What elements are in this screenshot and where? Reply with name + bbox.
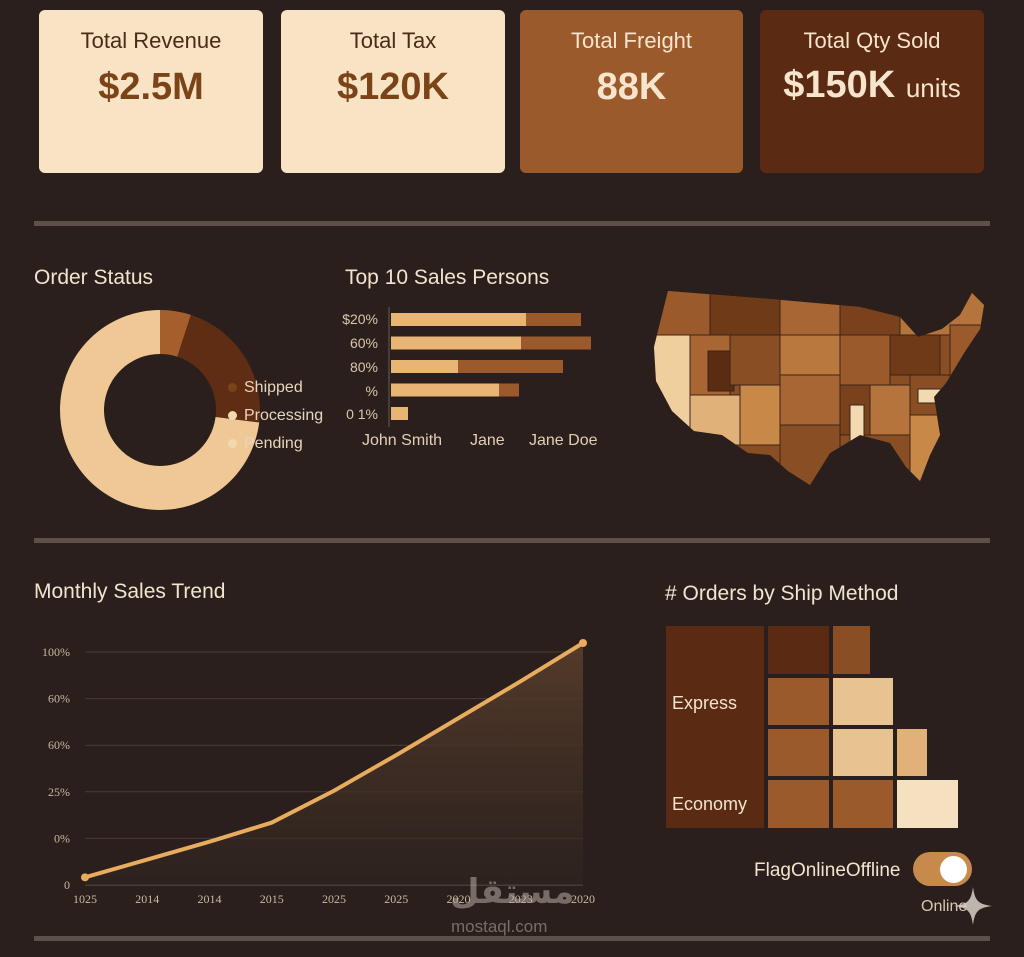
donut-slice-pending: [60, 310, 260, 510]
order-status-title: Order Status: [34, 266, 154, 289]
bar-segment: [391, 313, 526, 326]
watermark-latin: mostaql.com: [451, 917, 548, 936]
kpi-title: Total Revenue: [80, 28, 222, 53]
kpi-title: Total Freight: [570, 28, 693, 53]
donut-slice-shipped: [160, 310, 191, 357]
toggle-knob[interactable]: [940, 856, 967, 883]
treemap-label-express: Express: [672, 693, 738, 713]
trend-title: Monthly Sales Trend: [34, 580, 226, 603]
treemap-tile: [833, 780, 893, 828]
top-sales-bar-chart: [388, 307, 591, 427]
trend-point: [81, 873, 89, 882]
bar-segment: [391, 407, 408, 420]
section-divider: [34, 221, 990, 226]
kpi-card-total-revenue: Total Revenue $2.5M: [39, 10, 263, 173]
online-offline-toggle[interactable]: [913, 852, 972, 886]
watermark-arabic: مستقل: [450, 873, 575, 911]
x-tick-label: 2023: [509, 892, 533, 906]
y-tick-label: 0%: [54, 831, 70, 845]
treemap-tile: [768, 729, 829, 776]
bar-tick-label: $20%: [342, 311, 378, 327]
legend-item-processing: Processing: [228, 407, 323, 425]
x-tick-label: 2025: [384, 892, 408, 906]
treemap-tile-express: [666, 626, 764, 828]
y-tick-label: 0: [64, 878, 70, 892]
treemap-label-economy: Economy: [672, 794, 748, 814]
order-status-donut: [60, 310, 260, 510]
kpi-title: Total Tax: [349, 28, 437, 53]
trend-area: [85, 643, 583, 885]
treemap-tile: [833, 729, 893, 776]
kpi-value: $2.5M: [98, 66, 204, 108]
treemap-tile: [768, 626, 829, 674]
treemap-tile: [833, 626, 870, 674]
ship-method-title: # Orders by Ship Method: [665, 582, 899, 605]
x-tick-label: 2025: [322, 892, 346, 906]
flag-online-offline-label: FlagOnlineOffline: [754, 860, 901, 881]
treemap-tile: [768, 780, 829, 828]
treemap-tile: [897, 780, 958, 828]
donut-slice-processing: [177, 314, 260, 423]
sparkle-icon: [954, 887, 992, 925]
us-map: [654, 291, 984, 485]
bar-segment: [391, 360, 458, 373]
kpi-card-total-qty-sold: Total Qty Sold $150K units: [760, 10, 984, 173]
ship-method-treemap: [666, 626, 958, 828]
x-tick-label: 2020: [571, 892, 595, 906]
bar-x-label: John Smith: [362, 432, 443, 449]
kpi-card-total-tax: Total Tax $120K: [281, 10, 505, 173]
bar-x-label: Jane: [470, 432, 505, 449]
x-tick-label: 2020: [447, 892, 471, 906]
kpi-unit: units: [905, 73, 961, 103]
treemap-tile: [768, 678, 829, 725]
bar-segment: [391, 336, 521, 350]
section-divider: [34, 936, 990, 941]
y-tick-label: 60%: [48, 692, 70, 706]
bar-tick-label: %: [365, 383, 378, 399]
kpi-card-total-freight: Total Freight 88K: [520, 10, 743, 173]
y-tick-label: 100%: [42, 645, 70, 659]
legend-item-shipped: Shipped: [228, 379, 303, 397]
trend-line-chart: 100% 60% 60% 25% 0% 0 1025 2014 2014 2015 2025 202…: [42, 639, 595, 906]
trend-point: [579, 639, 587, 647]
kpi-value: $150K units: [783, 64, 961, 106]
bar-tick-label: 60%: [349, 335, 378, 351]
kpi-value: 88K: [596, 66, 667, 108]
trend-line: [84, 641, 585, 880]
bar-x-label: Jane Doe: [529, 432, 598, 449]
kpi-value: $120K: [337, 66, 449, 108]
bar-segment: [391, 383, 499, 397]
toggle-state-label: Online: [921, 898, 968, 915]
bar-tick-label: 80%: [349, 359, 378, 375]
y-tick-label: 60%: [48, 738, 70, 752]
y-tick-label: 25%: [48, 785, 70, 799]
x-tick-label: 2014: [198, 892, 222, 906]
bar-segment: [521, 336, 591, 350]
x-tick-label: 2014: [135, 892, 159, 906]
legend-item-pending: Pending: [228, 435, 303, 453]
treemap-tile: [897, 729, 927, 776]
bar-tick-label: 0 1%: [346, 406, 378, 422]
bar-segment: [499, 383, 519, 397]
x-tick-label: 2015: [260, 892, 284, 906]
bar-segment: [526, 313, 581, 326]
x-tick-label: 1025: [73, 892, 97, 906]
bar-segment: [458, 360, 563, 373]
kpi-title: Total Qty Sold: [803, 28, 941, 53]
section-divider: [34, 538, 990, 543]
us-map-states: [654, 291, 984, 485]
top-sales-title: Top 10 Sales Persons: [345, 266, 550, 289]
treemap-tile: [833, 678, 893, 725]
